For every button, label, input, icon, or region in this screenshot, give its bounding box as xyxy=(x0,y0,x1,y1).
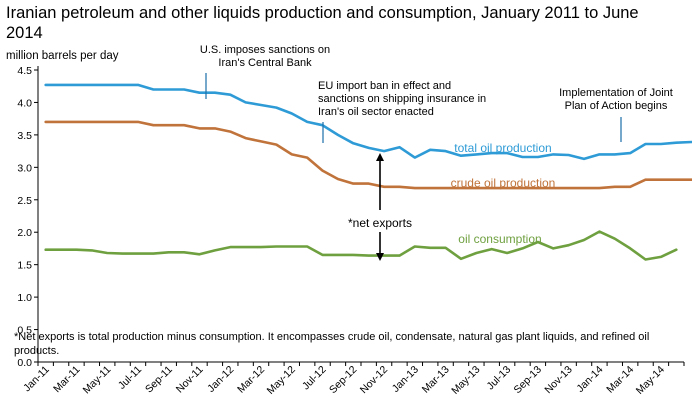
y-tick-label: 2.0 xyxy=(17,227,32,239)
annotation-line: Iran's oil sector enacted xyxy=(318,106,434,118)
chart-title: Iranian petroleum and other liquids prod… xyxy=(6,4,639,42)
annotation-line: Implementation of Joint xyxy=(559,87,673,99)
net-exports-arrowhead-down xyxy=(376,253,384,261)
x-tick-label: Jul-12 xyxy=(300,364,329,393)
annotation-eu-ban: EU import ban in effect and sanctions on… xyxy=(318,80,518,119)
y-tick-label: 2.5 xyxy=(17,195,32,207)
footnote: *Net exports is total production minus c… xyxy=(14,331,650,357)
annotation-jpoa: Implementation of Joint Plan of Action b… xyxy=(542,87,690,113)
y-tick-label: 0.5 xyxy=(17,325,32,337)
y-axis-label: million barrels per day xyxy=(6,50,119,62)
x-tick-label: Nov-12 xyxy=(358,364,391,397)
y-tick-label: 4.0 xyxy=(17,97,32,109)
net-exports-label: *net exports xyxy=(348,216,412,230)
x-tick-label: Mar-13 xyxy=(420,364,452,396)
annotation-line: U.S. imposes sanctions on xyxy=(199,44,331,56)
series-label: crude oil production xyxy=(451,176,556,190)
x-tick-label: Sep-11 xyxy=(143,364,175,396)
y-tick-label: 4.5 xyxy=(17,65,32,77)
x-tick-label: Jan-14 xyxy=(574,364,605,395)
annotation-us-sanctions: U.S. imposes sanctions on Iran's Central… xyxy=(185,44,345,70)
annotation-line: sanctions on shipping insurance in xyxy=(318,93,487,105)
x-tick-label: Jul-13 xyxy=(485,364,514,393)
x-tick-label: May-14 xyxy=(634,364,667,397)
y-tick-label: 3.5 xyxy=(17,130,32,142)
x-tick-label: Jul-11 xyxy=(116,364,144,392)
series-line-0 xyxy=(44,83,692,161)
y-tick-label: 1.5 xyxy=(17,260,32,272)
annotation-line: EU import ban in effect and xyxy=(318,80,452,92)
y-tick-label: 0.0 xyxy=(17,357,32,369)
x-tick-label: May-13 xyxy=(449,364,482,397)
x-tick-label: Sep-12 xyxy=(327,364,360,397)
y-tick-label: 3.0 xyxy=(17,162,32,174)
x-tick-label: May-11 xyxy=(81,364,114,397)
x-tick-label: Mar-14 xyxy=(604,364,636,396)
series-label: total oil production xyxy=(454,141,551,155)
x-tick-label: Mar-11 xyxy=(51,364,83,396)
x-tick-label: Nov-11 xyxy=(174,364,206,396)
x-tick-label: May-12 xyxy=(265,364,298,397)
x-tick-label: Nov-13 xyxy=(542,364,575,397)
x-tick-label: Jan-12 xyxy=(205,364,236,395)
annotation-line: Iran's Central Bank xyxy=(218,57,312,69)
series-line-1 xyxy=(44,120,692,190)
y-tick-label: 1.0 xyxy=(17,292,32,304)
series-line-2 xyxy=(44,230,678,261)
annotation-line: Plan of Action begins xyxy=(564,100,668,112)
net-exports-arrowhead-up xyxy=(376,153,384,161)
x-tick-label: Jan-13 xyxy=(390,364,421,395)
x-tick-label: Sep-13 xyxy=(512,364,545,397)
x-tick-label: Mar-12 xyxy=(235,364,267,396)
series-label: oil consumption xyxy=(458,232,541,246)
